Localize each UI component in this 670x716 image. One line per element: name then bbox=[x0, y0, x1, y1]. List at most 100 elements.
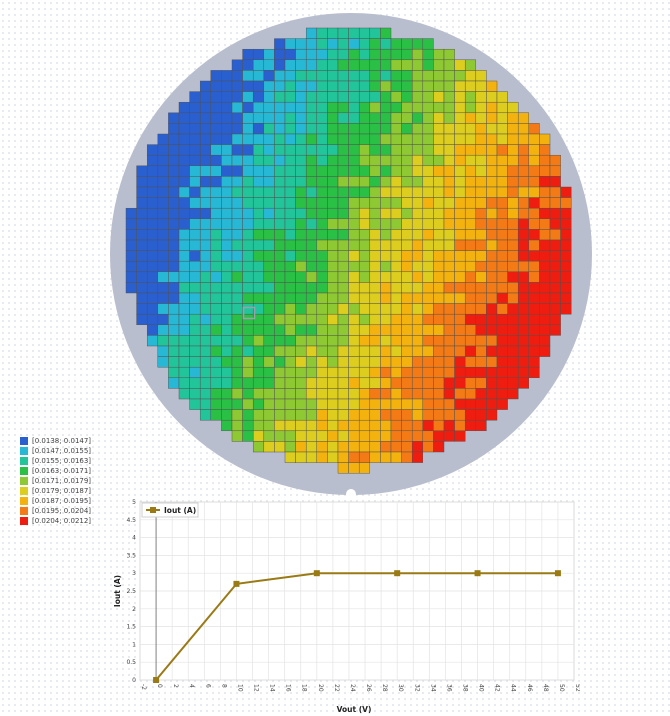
die[interactable] bbox=[464, 80, 477, 92]
die[interactable] bbox=[433, 112, 445, 124]
die[interactable] bbox=[401, 176, 413, 188]
die[interactable] bbox=[507, 260, 519, 273]
die[interactable] bbox=[327, 451, 339, 463]
die[interactable] bbox=[496, 282, 508, 294]
data-point[interactable] bbox=[153, 677, 160, 683]
die[interactable] bbox=[422, 38, 434, 50]
die[interactable] bbox=[539, 324, 551, 336]
die[interactable] bbox=[221, 165, 233, 177]
die[interactable] bbox=[189, 388, 201, 400]
die[interactable] bbox=[443, 165, 455, 177]
die[interactable] bbox=[433, 430, 445, 442]
die[interactable] bbox=[178, 218, 190, 230]
die[interactable] bbox=[411, 430, 424, 442]
die[interactable] bbox=[274, 292, 286, 304]
die[interactable] bbox=[242, 186, 254, 198]
die[interactable] bbox=[528, 356, 540, 368]
die[interactable] bbox=[348, 133, 360, 145]
die[interactable] bbox=[210, 239, 222, 251]
die[interactable] bbox=[284, 345, 296, 357]
die[interactable] bbox=[549, 271, 561, 283]
die[interactable] bbox=[210, 176, 222, 188]
die[interactable] bbox=[443, 80, 455, 92]
die[interactable] bbox=[422, 197, 434, 209]
die[interactable] bbox=[560, 186, 572, 198]
die[interactable] bbox=[411, 229, 424, 241]
die[interactable] bbox=[390, 239, 402, 251]
die[interactable] bbox=[295, 409, 307, 421]
die[interactable] bbox=[157, 313, 169, 326]
die[interactable] bbox=[390, 165, 402, 177]
die[interactable] bbox=[369, 101, 381, 114]
die[interactable] bbox=[316, 101, 328, 114]
die[interactable] bbox=[486, 303, 498, 315]
die[interactable] bbox=[358, 38, 371, 50]
die[interactable] bbox=[528, 197, 540, 209]
die[interactable] bbox=[284, 123, 296, 135]
die[interactable] bbox=[337, 398, 349, 410]
die[interactable] bbox=[443, 366, 455, 379]
die[interactable] bbox=[221, 419, 233, 432]
die[interactable] bbox=[263, 154, 275, 167]
die[interactable] bbox=[295, 292, 307, 304]
die[interactable] bbox=[475, 197, 487, 209]
die[interactable] bbox=[390, 59, 402, 71]
die[interactable] bbox=[369, 186, 381, 198]
die[interactable] bbox=[539, 250, 551, 262]
die[interactable] bbox=[199, 335, 212, 347]
die[interactable] bbox=[401, 271, 413, 283]
die[interactable] bbox=[274, 123, 286, 135]
die[interactable] bbox=[539, 218, 551, 230]
die[interactable] bbox=[284, 271, 296, 283]
die[interactable] bbox=[316, 303, 328, 315]
die[interactable] bbox=[380, 451, 392, 463]
die[interactable] bbox=[528, 324, 540, 336]
die[interactable] bbox=[263, 335, 275, 347]
die[interactable] bbox=[337, 70, 349, 82]
die[interactable] bbox=[242, 398, 254, 410]
die[interactable] bbox=[454, 144, 466, 156]
die[interactable] bbox=[252, 59, 265, 71]
die[interactable] bbox=[263, 324, 275, 336]
die[interactable] bbox=[274, 207, 286, 220]
die[interactable] bbox=[263, 409, 275, 421]
die[interactable] bbox=[327, 154, 339, 167]
die[interactable] bbox=[199, 271, 212, 283]
die[interactable] bbox=[316, 250, 328, 262]
die[interactable] bbox=[231, 335, 243, 347]
die[interactable] bbox=[422, 335, 434, 347]
die[interactable] bbox=[231, 207, 243, 220]
die[interactable] bbox=[401, 239, 413, 251]
die[interactable] bbox=[411, 260, 424, 273]
die[interactable] bbox=[517, 176, 530, 188]
die[interactable] bbox=[464, 271, 477, 283]
die[interactable] bbox=[316, 27, 328, 39]
die[interactable] bbox=[358, 366, 371, 379]
die[interactable] bbox=[210, 154, 222, 167]
die[interactable] bbox=[411, 154, 424, 167]
die[interactable] bbox=[422, 207, 434, 220]
die[interactable] bbox=[390, 207, 402, 220]
die[interactable] bbox=[295, 239, 307, 251]
die[interactable] bbox=[295, 154, 307, 167]
die[interactable] bbox=[443, 70, 455, 82]
die[interactable] bbox=[274, 197, 286, 209]
die[interactable] bbox=[475, 260, 487, 273]
die[interactable] bbox=[295, 250, 307, 262]
die[interactable] bbox=[486, 101, 498, 114]
die[interactable] bbox=[433, 335, 445, 347]
die[interactable] bbox=[475, 229, 487, 241]
die[interactable] bbox=[486, 207, 498, 220]
die[interactable] bbox=[507, 335, 519, 347]
die[interactable] bbox=[263, 356, 275, 368]
die[interactable] bbox=[411, 101, 424, 114]
die[interactable] bbox=[295, 48, 307, 61]
die[interactable] bbox=[221, 282, 233, 294]
die[interactable] bbox=[221, 239, 233, 251]
die[interactable] bbox=[358, 123, 371, 135]
die[interactable] bbox=[369, 123, 381, 135]
die[interactable] bbox=[295, 282, 307, 294]
die[interactable] bbox=[263, 345, 275, 357]
die[interactable] bbox=[380, 356, 392, 368]
die[interactable] bbox=[539, 303, 551, 315]
